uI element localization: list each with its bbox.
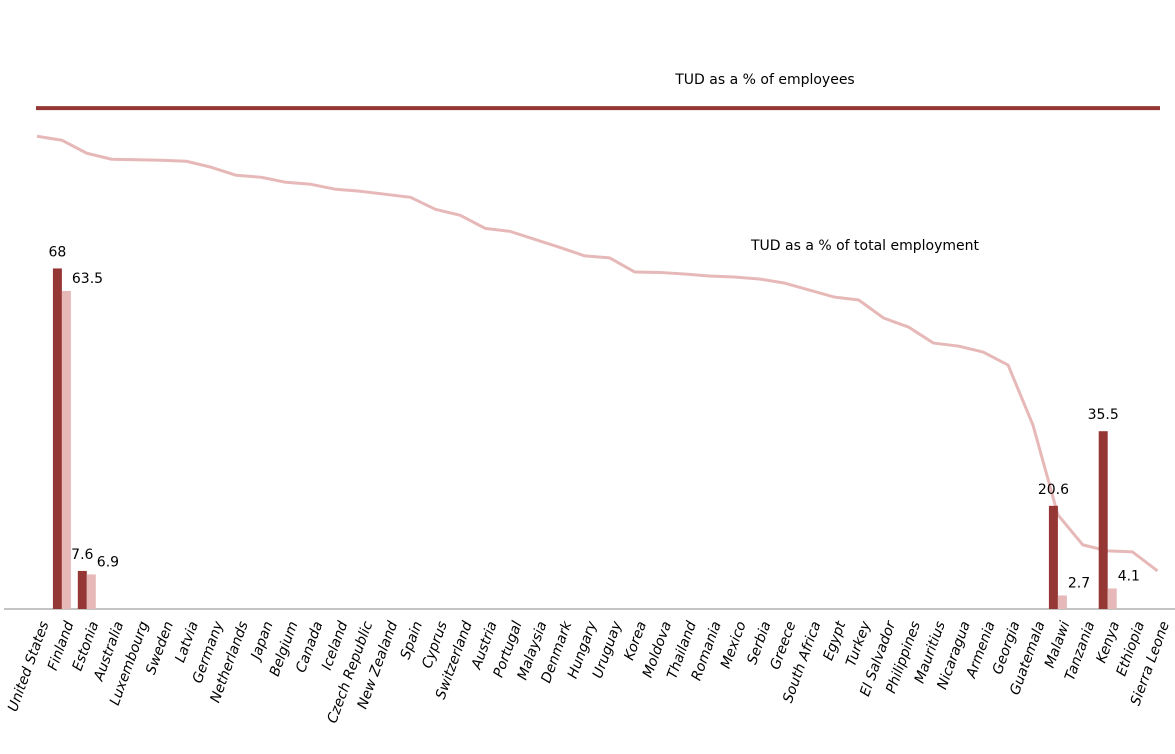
data-label: 35.5 (1088, 407, 1119, 423)
bar (1098, 431, 1108, 609)
line (36, 134, 1159, 573)
bar (52, 268, 62, 609)
annotation: TUD as a % of total employment (750, 238, 980, 254)
data-label: 2.7 (1068, 575, 1090, 591)
data-label: 7.6 (71, 547, 93, 563)
data-label: 6.9 (97, 554, 119, 570)
data-label: 63.5 (72, 271, 103, 287)
bar (77, 570, 87, 609)
data-label: 20.6 (1038, 482, 1069, 498)
data-label: 4.1 (1118, 568, 1140, 584)
x-tick-label: Spain (398, 619, 426, 661)
bar (86, 574, 96, 609)
bar (1057, 595, 1067, 609)
annotation: TUD as a % of employees (674, 72, 854, 88)
bar (1107, 588, 1117, 609)
bar (61, 290, 71, 609)
data-label: 68 (48, 244, 66, 260)
bar (1048, 505, 1058, 609)
